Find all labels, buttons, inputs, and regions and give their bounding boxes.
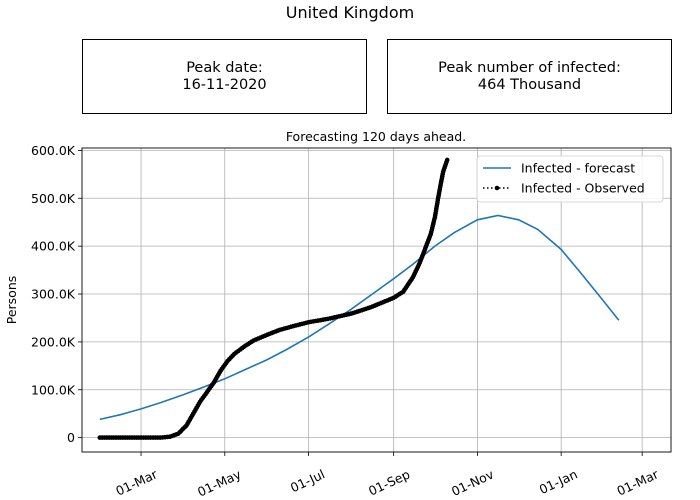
y-tick-label: 100.0K	[31, 382, 76, 397]
legend-observed-label: Infected - Observed	[521, 181, 645, 196]
y-tick-label: 400.0K	[31, 239, 76, 254]
chart-title: Forecasting 120 days ahead.	[286, 129, 466, 144]
legend-observed-marker	[494, 185, 500, 191]
legend-box	[476, 155, 664, 203]
observed-point	[444, 157, 450, 163]
x-tick-label: 01-Jan	[537, 466, 580, 497]
peak-infected-label: Peak number of infected:	[438, 59, 621, 76]
series-layer	[97, 157, 620, 440]
y-tick-label: 600.0K	[31, 143, 76, 158]
forecast-line	[99, 214, 620, 421]
y-tick-label: 500.0K	[31, 191, 76, 206]
y-tick-label: 200.0K	[31, 334, 76, 349]
x-tick-label: 01-Sep	[366, 466, 412, 498]
peak-infected-box: Peak number of infected: 464 Thousand	[387, 39, 672, 114]
peak-date-box: Peak date: 16-11-2020	[82, 39, 367, 114]
y-tick-label: 300.0K	[31, 287, 76, 302]
legend-forecast-label: Infected - forecast	[521, 161, 635, 176]
plot-frame	[81, 147, 672, 453]
grid	[82, 148, 671, 452]
x-tick-label: 01-Mar	[614, 466, 661, 499]
x-tick-label: 01-Nov	[449, 466, 496, 499]
peak-infected-value: 464 Thousand	[477, 76, 582, 93]
page-title: United Kingdom	[285, 3, 415, 22]
peak-date-label: Peak date:	[186, 59, 263, 76]
y-tick-label: 0	[67, 430, 75, 445]
x-tick-label: 01-Jul	[288, 466, 327, 495]
legend: Infected - forecast Infected - Observed	[476, 155, 664, 203]
peak-date-value: 16-11-2020	[182, 76, 267, 93]
x-tick-label: 01-Mar	[113, 466, 160, 499]
y-axis-label: Persons	[4, 276, 19, 325]
x-tick-label: 01-May	[195, 466, 244, 499]
